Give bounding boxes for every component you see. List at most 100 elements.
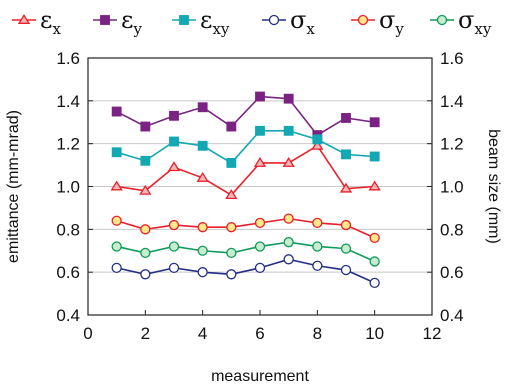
legend-symbol: σ (379, 6, 395, 34)
series-line (116, 95, 375, 137)
data-point (253, 156, 267, 167)
data-point (168, 241, 180, 252)
data-point (226, 121, 237, 132)
x-tick-label: 12 (423, 324, 442, 343)
x-tick-label: 2 (141, 324, 150, 343)
legend-item: σy (351, 6, 404, 38)
data-point (255, 91, 265, 102)
legend-item: εxy (172, 6, 230, 38)
legend-label: σy (379, 6, 404, 38)
data-point (254, 217, 266, 229)
data-point (369, 117, 380, 128)
data-point (283, 125, 294, 136)
data-point (169, 110, 179, 121)
series-0 (110, 139, 381, 200)
data-point (168, 219, 180, 231)
legend-subscript: x (52, 20, 61, 38)
data-point (369, 232, 380, 244)
data-point (436, 14, 448, 26)
data-point (197, 222, 208, 233)
data-point (339, 182, 353, 193)
x-axis-title: measurement (211, 368, 309, 385)
right-y-tick-label: 0.6 (440, 263, 464, 282)
x-tick-label: 4 (198, 324, 207, 343)
data-point (140, 269, 151, 280)
data-point (311, 139, 324, 150)
data-point (368, 180, 381, 191)
data-point (340, 264, 352, 276)
data-point (312, 241, 323, 252)
data-point (312, 260, 323, 271)
x-tick-label: 8 (313, 324, 322, 343)
data-point (255, 125, 265, 136)
legend-subscript: y (394, 20, 404, 38)
data-point (110, 180, 123, 191)
data-point (369, 151, 380, 162)
data-point (167, 161, 181, 172)
left-y-tick-label: 0.8 (56, 220, 80, 239)
legend-item: σxy (430, 6, 492, 38)
data-point (282, 156, 295, 167)
data-point (225, 189, 238, 200)
data-point (226, 222, 237, 233)
data-point (17, 14, 31, 24)
data-point (283, 237, 294, 248)
data-point (254, 241, 266, 252)
right-y-tick-label: 0.8 (440, 220, 464, 239)
left-y-tick-label: 0.4 (56, 306, 80, 325)
series-5 (111, 237, 380, 267)
right-y-tick-label: 0.4 (440, 306, 464, 325)
data-point (283, 213, 294, 224)
legend-item: σx (262, 6, 315, 38)
data-point (197, 102, 208, 113)
left-y-axis-title: emittance (mm-mrad) (5, 110, 22, 263)
series-4 (111, 213, 380, 244)
data-point (369, 256, 380, 267)
data-point (226, 158, 237, 168)
series-line (116, 258, 375, 284)
data-point (111, 215, 122, 226)
data-point (140, 121, 151, 132)
legend-symbol: ε (200, 6, 212, 34)
legend-subscript: x (306, 20, 315, 38)
right-y-tick-label: 1.0 (440, 178, 464, 197)
legend-subscript: xy (212, 20, 229, 38)
data-point (169, 136, 179, 147)
data-point (140, 155, 151, 166)
data-point (139, 184, 152, 195)
legend-subscript: xy (474, 20, 491, 38)
legend-symbol: σ (458, 6, 474, 34)
data-point (357, 14, 369, 26)
series-line (116, 144, 375, 197)
series-3 (111, 254, 380, 289)
left-y-tick-label: 1.2 (56, 135, 80, 154)
data-point (111, 241, 122, 252)
data-point (197, 140, 208, 151)
data-point (226, 247, 237, 259)
series-line (116, 217, 375, 239)
left-y-axis-ticks: 0.4 0.6 0.8 1.0 1.2 1.4 1.6 (56, 49, 93, 325)
legend-label: εxy (200, 6, 230, 38)
data-point (268, 14, 280, 26)
left-y-tick-label: 1.6 (56, 49, 80, 68)
data-point (254, 262, 266, 274)
legend-symbol: ε (40, 6, 52, 34)
series-2 (111, 125, 380, 168)
data-point (340, 243, 352, 254)
data-point (168, 262, 180, 274)
x-tick-label: 10 (365, 324, 384, 343)
legend-symbol: σ (290, 6, 306, 34)
legend-item: εy (93, 6, 142, 38)
data-point (111, 106, 122, 117)
series-line (116, 241, 375, 263)
data-point (140, 224, 151, 235)
data-point (340, 219, 352, 231)
series-1 (111, 91, 380, 141)
x-tick-label: 6 (255, 324, 264, 343)
data-point (341, 149, 351, 160)
x-tick-label: 0 (83, 324, 92, 343)
series-line (116, 130, 375, 164)
data-point (197, 267, 208, 278)
data-point (283, 254, 294, 265)
